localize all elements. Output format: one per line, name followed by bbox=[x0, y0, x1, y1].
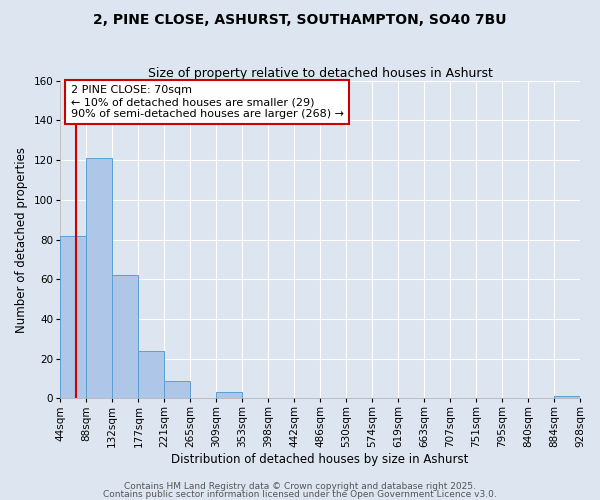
Bar bbox=[554, 396, 580, 398]
Text: 2, PINE CLOSE, ASHURST, SOUTHAMPTON, SO40 7BU: 2, PINE CLOSE, ASHURST, SOUTHAMPTON, SO4… bbox=[93, 12, 507, 26]
Bar bbox=[164, 380, 190, 398]
X-axis label: Distribution of detached houses by size in Ashurst: Distribution of detached houses by size … bbox=[172, 453, 469, 466]
Text: 2 PINE CLOSE: 70sqm
← 10% of detached houses are smaller (29)
90% of semi-detach: 2 PINE CLOSE: 70sqm ← 10% of detached ho… bbox=[71, 86, 344, 118]
Title: Size of property relative to detached houses in Ashurst: Size of property relative to detached ho… bbox=[148, 66, 493, 80]
Bar bbox=[139, 350, 164, 399]
Bar bbox=[216, 392, 242, 398]
Bar bbox=[112, 276, 138, 398]
Y-axis label: Number of detached properties: Number of detached properties bbox=[15, 146, 28, 332]
Text: Contains HM Land Registry data © Crown copyright and database right 2025.: Contains HM Land Registry data © Crown c… bbox=[124, 482, 476, 491]
Bar bbox=[60, 236, 86, 398]
Bar bbox=[86, 158, 112, 398]
Text: Contains public sector information licensed under the Open Government Licence v3: Contains public sector information licen… bbox=[103, 490, 497, 499]
